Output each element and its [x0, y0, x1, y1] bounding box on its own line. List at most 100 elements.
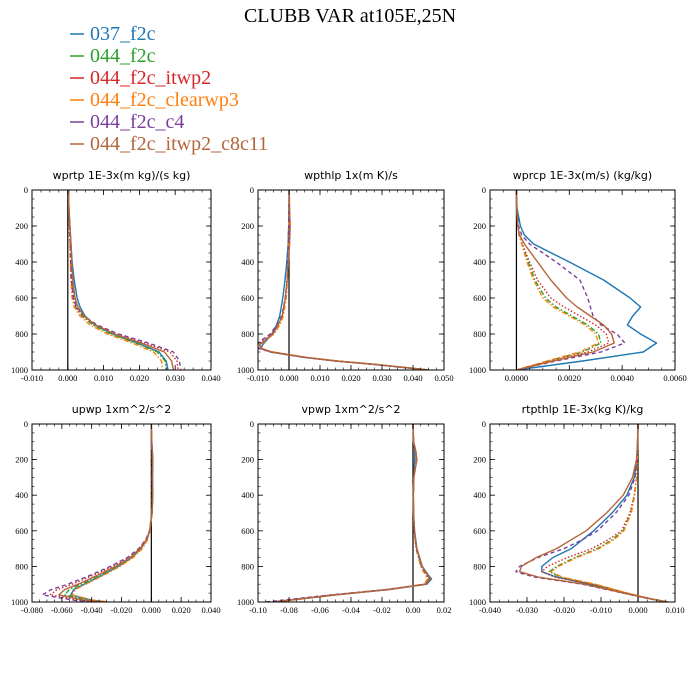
legend-label: 044_f2c_itwp2: [90, 67, 211, 89]
x-tick-label: 0.020: [172, 605, 191, 615]
series-line-044-f2c-itwp2: [515, 190, 610, 370]
x-tick-label: -0.02: [373, 605, 391, 615]
x-tick-label: -0.040: [479, 605, 501, 615]
series-group: [41, 424, 154, 602]
legend-label: 037_f2c: [90, 23, 156, 45]
series-line-044-f2c-clearwp3: [515, 190, 600, 370]
legend-item-044-f2c-clearwp3: 044_f2c_clearwp3: [70, 89, 239, 111]
x-tick-label: 0.040: [201, 373, 220, 383]
series-line-044-f2c-itwp2-c8c11: [518, 424, 668, 602]
panel-4: upwp 1xm^2/s^2 -0.080 -0.060 -0.040 -0.020 0.…: [11, 403, 221, 615]
x-tick-label: 0.0000: [505, 373, 528, 383]
series-line-044-f2c-itwp2-c8c11: [515, 190, 615, 370]
legend-label: 044_f2c: [90, 45, 156, 67]
series-line-037-f2c: [541, 424, 668, 602]
x-tick-label: 0.000: [58, 373, 77, 383]
x-tick-label: 0.0020: [558, 373, 581, 383]
legend: 037_f2c044_f2c044_f2c_itwp2044_f2c_clear…: [70, 23, 268, 155]
y-tick-label: 400: [241, 257, 254, 267]
y-tick-label: 1000: [469, 365, 486, 375]
y-tick-label: 400: [241, 490, 254, 500]
y-tick-label: 0: [482, 419, 486, 429]
panel-2: wpthlp 1x(m K)/s -0.010 0.000 0.010 0.020 0.0…: [237, 169, 454, 383]
series-group: [258, 190, 429, 370]
x-tick-label: -0.020: [553, 605, 575, 615]
y-tick-label: 1000: [11, 597, 28, 607]
series-line-044-f2c-itwp2-c8c11: [275, 424, 432, 602]
y-tick-label: 200: [473, 221, 486, 231]
panels: wprtp 1E-3x(m kg)/(s kg)-0.010 0.000 0.010…: [11, 169, 687, 615]
series-group: [265, 424, 433, 602]
panel-title: wprtp 1E-3x(m kg)/(s kg): [53, 169, 191, 182]
panel-title: wprcp 1E-3x(m/s) (kg/kg): [513, 169, 652, 182]
y-tick-label: 800: [473, 329, 486, 339]
panel-1: wprtp 1E-3x(m kg)/(s kg) -0.010 0.000 0.010…: [11, 169, 221, 383]
x-tick-label: 0.030: [372, 373, 391, 383]
series-line-044-f2c-c4: [258, 190, 429, 370]
panel-3: wprcp 1E-3x(m/s) (kg/kg) 0.0000 0.0020 0.00…: [469, 169, 687, 383]
y-tick-label: 1000: [469, 597, 486, 607]
legend-label: 044_f2c_clearwp3: [90, 89, 239, 111]
x-tick-label: 0.000: [628, 605, 647, 615]
y-tick-label: 200: [15, 455, 28, 465]
legend-item-037-f2c: 037_f2c: [70, 23, 156, 45]
legend-item-044-f2c-itwp2-c8c11: 044_f2c_itwp2_c8c11: [70, 133, 268, 155]
panel-6: rtpthlp 1E-3x(kg K)/kg -0.040 -0.030 -0.020…: [469, 403, 685, 615]
series-line-044-f2c-itwp2: [541, 424, 668, 602]
x-tick-label: 0.000: [279, 373, 298, 383]
y-tick-label: 600: [15, 293, 28, 303]
panel-title: rtpthlp 1E-3x(kg K)/kg: [522, 403, 644, 416]
x-tick-label: 0.030: [166, 373, 185, 383]
y-tick-label: 0: [482, 185, 486, 195]
series-line-044-f2c-clearwp3: [259, 190, 429, 370]
x-tick-label: -0.10: [249, 605, 267, 615]
series-line-044-f2c-itwp2-c8c11: [58, 424, 154, 602]
legend-item-044-f2c-c4: 044_f2c_c4: [70, 111, 184, 133]
legend-item-044-f2c-itwp2: 044_f2c_itwp2: [70, 67, 211, 89]
y-tick-label: 400: [473, 257, 486, 267]
x-tick-label: -0.04: [342, 605, 360, 615]
series-group: [67, 190, 182, 370]
series-line-044-f2c-clearwp3: [550, 424, 668, 602]
x-tick-label: -0.030: [516, 605, 538, 615]
x-tick-label: -0.080: [21, 605, 43, 615]
y-tick-label: 200: [15, 221, 28, 231]
x-tick-label: 0.000: [142, 605, 161, 615]
x-tick-label: -0.010: [21, 373, 43, 383]
series-group: [515, 190, 658, 370]
y-tick-label: 0: [250, 185, 254, 195]
y-tick-label: 800: [15, 329, 28, 339]
y-tick-label: 800: [241, 329, 254, 339]
x-tick-label: 0.010: [310, 373, 329, 383]
y-tick-label: 600: [473, 526, 486, 536]
x-tick-label: -0.040: [81, 605, 103, 615]
y-tick-label: 200: [241, 221, 254, 231]
y-tick-label: 400: [15, 257, 28, 267]
y-tick-label: 600: [241, 526, 254, 536]
panel-title: upwp 1xm^2/s^2: [72, 403, 172, 416]
x-tick-label: 0.00: [406, 605, 421, 615]
series-line-044-f2c-c4: [41, 424, 154, 602]
x-tick-label: 0.010: [665, 605, 684, 615]
y-tick-label: 800: [473, 561, 486, 571]
x-tick-label: 0.02: [437, 605, 452, 615]
series-group: [515, 424, 668, 602]
y-tick-label: 1000: [11, 365, 28, 375]
y-tick-label: 800: [241, 561, 254, 571]
y-tick-label: 1000: [237, 597, 254, 607]
figure-title: CLUBB VAR at105E,25N: [244, 5, 456, 27]
series-line-044-f2c-c4: [515, 190, 626, 370]
y-tick-label: 200: [241, 455, 254, 465]
x-tick-label: 0.0040: [610, 373, 633, 383]
series-line-044-f2c-itwp2-c8c11: [258, 190, 429, 370]
x-tick-label: 0.040: [403, 373, 422, 383]
y-tick-label: 600: [241, 293, 254, 303]
y-tick-label: 400: [15, 490, 28, 500]
x-tick-label: -0.020: [111, 605, 133, 615]
x-tick-label: 0.0060: [663, 373, 686, 383]
legend-label: 044_f2c_itwp2_c8c11: [90, 133, 268, 155]
x-tick-label: 0.050: [434, 373, 453, 383]
x-tick-label: -0.08: [280, 605, 298, 615]
y-tick-label: 1000: [237, 365, 254, 375]
